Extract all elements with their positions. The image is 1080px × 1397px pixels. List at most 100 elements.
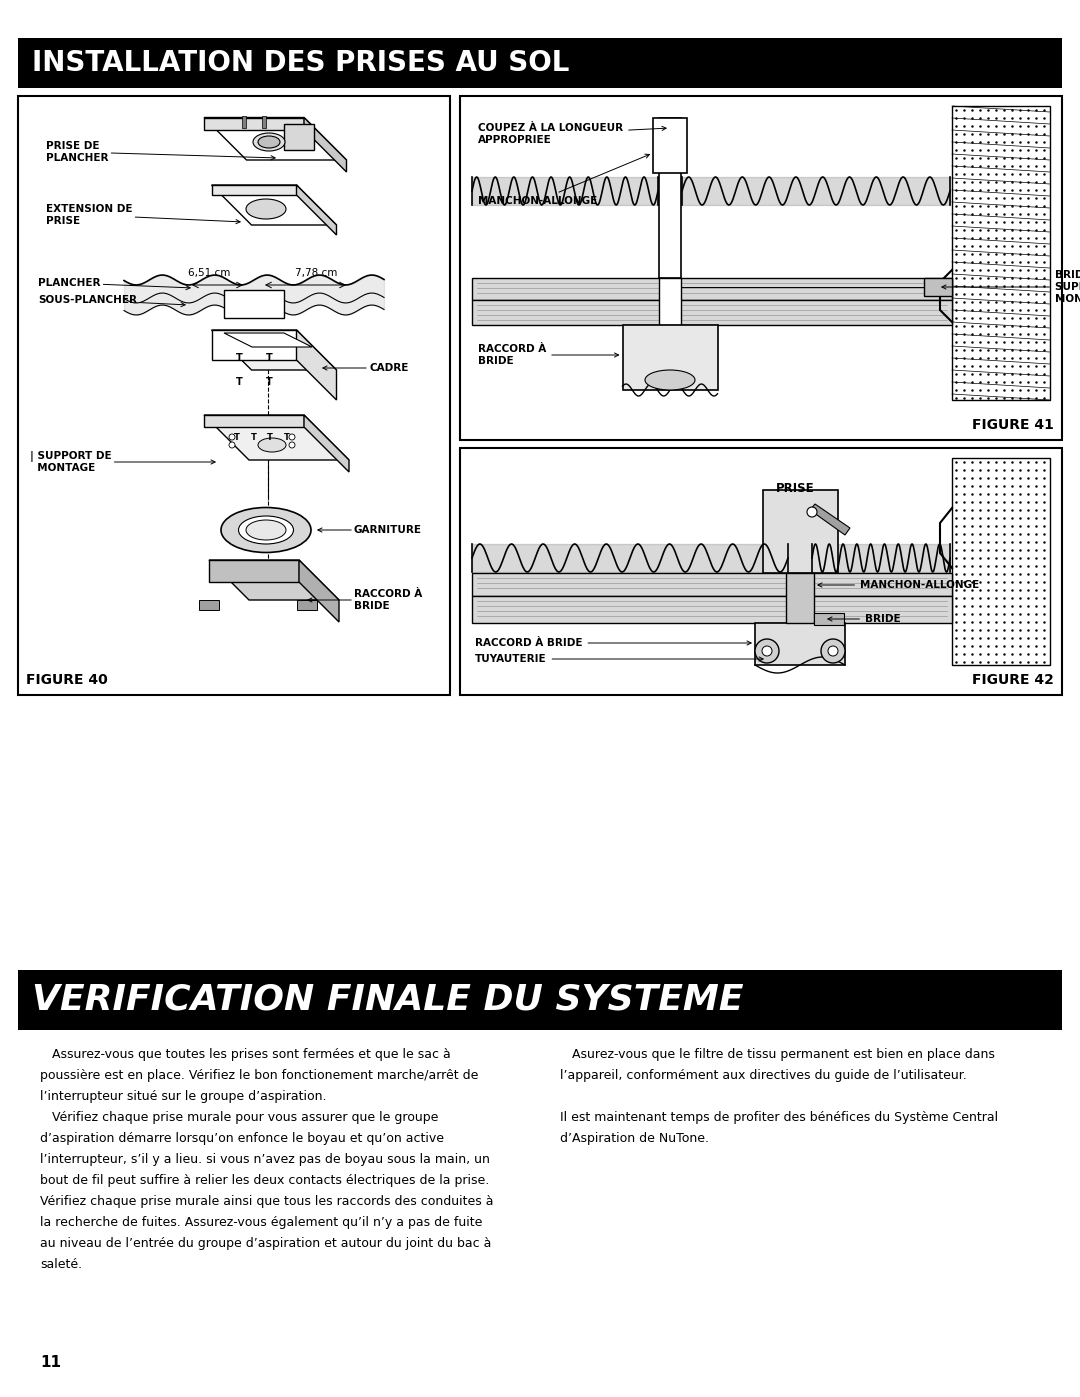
- Polygon shape: [212, 330, 337, 370]
- Polygon shape: [297, 330, 337, 400]
- Polygon shape: [303, 415, 349, 472]
- Text: l’interrupteur, s’il y a lieu. si vous n’avez pas de boyau sous la main, un: l’interrupteur, s’il y a lieu. si vous n…: [40, 1153, 490, 1166]
- Text: Il est maintenant temps de profiter des bénéfices du Système Central: Il est maintenant temps de profiter des …: [561, 1111, 998, 1125]
- Circle shape: [807, 507, 816, 517]
- Bar: [472, 300, 951, 326]
- Bar: [224, 291, 284, 319]
- Text: RACCORD À
BRIDE: RACCORD À BRIDE: [478, 344, 619, 366]
- Polygon shape: [299, 560, 339, 622]
- Ellipse shape: [645, 370, 696, 390]
- Text: saleté.: saleté.: [40, 1259, 82, 1271]
- Text: T: T: [235, 377, 242, 387]
- Text: T: T: [267, 433, 273, 443]
- Bar: [786, 573, 814, 623]
- Text: BRIDE: BRIDE: [828, 615, 901, 624]
- Polygon shape: [212, 330, 297, 360]
- Text: GARNITURE: GARNITURE: [318, 525, 422, 535]
- Circle shape: [229, 434, 235, 440]
- Ellipse shape: [258, 136, 280, 148]
- Text: d’Aspiration de NuTone.: d’Aspiration de NuTone.: [561, 1132, 708, 1146]
- Circle shape: [821, 638, 845, 664]
- Circle shape: [289, 441, 295, 448]
- Bar: [18, 38, 1062, 88]
- Polygon shape: [303, 117, 347, 172]
- Circle shape: [289, 434, 295, 440]
- Circle shape: [755, 638, 779, 664]
- Text: BRIDE DE
SUPPORT DE
MONTAGE: BRIDE DE SUPPORT DE MONTAGE: [942, 271, 1080, 303]
- Polygon shape: [297, 184, 337, 235]
- Bar: [18, 96, 450, 694]
- Text: MANCHON-ALLONGE: MANCHON-ALLONGE: [818, 580, 980, 590]
- Ellipse shape: [246, 520, 286, 541]
- Text: l’interrupteur situé sur le groupe d’aspiration.: l’interrupteur situé sur le groupe d’asp…: [40, 1090, 326, 1104]
- Text: T: T: [234, 433, 240, 443]
- Text: PRISE: PRISE: [775, 482, 814, 495]
- Text: T: T: [266, 353, 272, 363]
- Polygon shape: [204, 415, 349, 460]
- Text: Assurez-vous que toutes les prises sont fermées et que le sac à: Assurez-vous que toutes les prises sont …: [40, 1048, 450, 1060]
- Text: MANCHON-ALLONGE: MANCHON-ALLONGE: [478, 154, 649, 205]
- Polygon shape: [204, 415, 303, 427]
- Bar: [755, 623, 845, 665]
- Text: PRISE DE
PLANCHER: PRISE DE PLANCHER: [46, 141, 275, 163]
- Text: VERIFICATION FINALE DU SYSTEME: VERIFICATION FINALE DU SYSTEME: [32, 983, 743, 1017]
- Bar: [199, 599, 219, 610]
- Bar: [762, 490, 837, 573]
- Bar: [460, 96, 1062, 440]
- Text: la recherche de fuites. Assurez-vous également qu’il n’y a pas de fuite: la recherche de fuites. Assurez-vous éga…: [40, 1215, 483, 1229]
- Text: T: T: [235, 353, 242, 363]
- Text: au niveau de l’entrée du groupe d’aspiration et autour du joint du bac à: au niveau de l’entrée du groupe d’aspira…: [40, 1236, 491, 1250]
- Circle shape: [762, 645, 772, 657]
- Text: l’appareil, conformément aux directives du guide de l’utilisateur.: l’appareil, conformément aux directives …: [561, 1069, 967, 1083]
- Ellipse shape: [246, 198, 286, 219]
- Ellipse shape: [253, 133, 285, 151]
- Bar: [297, 599, 318, 610]
- Polygon shape: [210, 560, 339, 599]
- Bar: [659, 117, 681, 278]
- Bar: [242, 116, 246, 129]
- Bar: [460, 448, 1062, 694]
- Bar: [472, 573, 951, 597]
- Polygon shape: [212, 184, 337, 225]
- Bar: [659, 278, 681, 326]
- Text: FIGURE 40: FIGURE 40: [26, 673, 108, 687]
- Polygon shape: [204, 117, 347, 161]
- Polygon shape: [284, 124, 314, 149]
- Text: poussière est en place. Vérifiez le bon fonctionement marche/arrêt de: poussière est en place. Vérifiez le bon …: [40, 1069, 478, 1083]
- Text: d’aspiration démarre lorsqu’on enfonce le boyau et qu’on active: d’aspiration démarre lorsqu’on enfonce l…: [40, 1132, 444, 1146]
- Text: T: T: [251, 433, 257, 443]
- Circle shape: [828, 645, 838, 657]
- Text: RACCORD À BRIDE: RACCORD À BRIDE: [475, 638, 751, 648]
- Text: FIGURE 41: FIGURE 41: [972, 418, 1054, 432]
- Bar: [472, 278, 951, 300]
- Text: bout de fil peut suffire à relier les deux contacts électriques de la prise.: bout de fil peut suffire à relier les de…: [40, 1173, 489, 1187]
- Bar: [951, 458, 1050, 665]
- Text: T: T: [284, 433, 289, 443]
- Ellipse shape: [221, 507, 311, 552]
- Bar: [18, 970, 1062, 1030]
- Text: 6,51 cm: 6,51 cm: [188, 268, 230, 278]
- Text: Vérifiez chaque prise murale ainsi que tous les raccords des conduites à: Vérifiez chaque prise murale ainsi que t…: [40, 1194, 494, 1208]
- Text: Asurez-vous que le filtre de tissu permanent est bien en place dans: Asurez-vous que le filtre de tissu perma…: [561, 1048, 995, 1060]
- Bar: [262, 116, 266, 129]
- Ellipse shape: [239, 515, 294, 543]
- Ellipse shape: [258, 439, 286, 453]
- Text: CADRE: CADRE: [323, 363, 408, 373]
- Text: SOUS-PLANCHER: SOUS-PLANCHER: [38, 295, 185, 307]
- Text: EXTENSION DE
PRISE: EXTENSION DE PRISE: [46, 204, 240, 226]
- Text: | SUPPORT DE
  MONTAGE: | SUPPORT DE MONTAGE: [30, 451, 215, 474]
- Polygon shape: [210, 560, 299, 583]
- Bar: [472, 597, 951, 623]
- Polygon shape: [810, 504, 850, 535]
- Circle shape: [229, 441, 235, 448]
- Bar: [814, 613, 843, 624]
- Text: T: T: [266, 377, 272, 387]
- Text: PLANCHER: PLANCHER: [38, 278, 190, 289]
- Text: Vérifiez chaque prise murale pour vous assurer que le groupe: Vérifiez chaque prise murale pour vous a…: [40, 1111, 438, 1125]
- Polygon shape: [212, 184, 297, 196]
- Text: 11: 11: [40, 1355, 60, 1370]
- Bar: [653, 117, 687, 173]
- Text: FIGURE 42: FIGURE 42: [972, 673, 1054, 687]
- Bar: [924, 278, 951, 296]
- Text: COUPEZ À LA LONGUEUR
APPROPRIEE: COUPEZ À LA LONGUEUR APPROPRIEE: [478, 123, 666, 145]
